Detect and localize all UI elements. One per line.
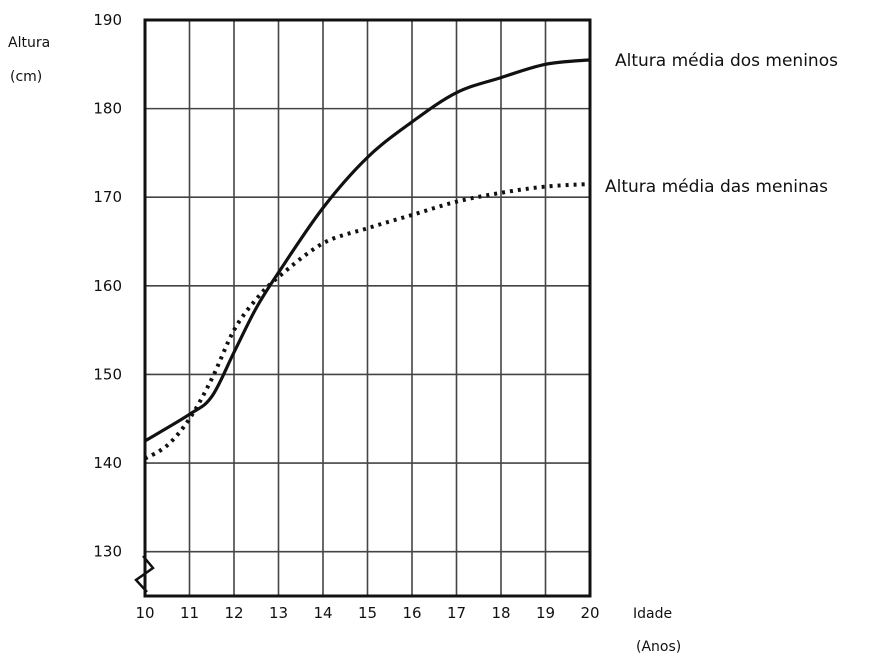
x-tick-label: 11 (180, 604, 199, 622)
x-tick-label: 20 (580, 604, 599, 622)
x-tick-label: 12 (224, 604, 243, 622)
x-tick-label: 18 (491, 604, 510, 622)
y-tick-label: 190 (93, 11, 122, 29)
x-tick-label: 14 (313, 604, 332, 622)
y-tick-label: 180 (93, 100, 122, 118)
y-tick-label: 150 (93, 365, 122, 383)
y-axis-unit: (cm) (10, 69, 42, 85)
x-axis-label: Idade (633, 606, 672, 622)
y-axis-label: Altura (8, 35, 50, 51)
y-axis-break (134, 555, 155, 593)
y-tick-label: 130 (93, 543, 122, 561)
x-tick-label: 17 (447, 604, 466, 622)
x-axis-unit: (Anos) (636, 639, 681, 655)
y-tick-label: 160 (93, 277, 122, 295)
x-tick-label: 19 (536, 604, 555, 622)
tick-labels: 10 11 12 13 14 15 16 17 18 19 20 130 140 150 160 170 180… (93, 11, 599, 622)
x-tick-label: 10 (135, 604, 154, 622)
series-line-meninas (143, 181, 591, 461)
series-lines (143, 58, 591, 461)
plot-frame (143, 18, 592, 598)
grid (145, 20, 590, 596)
x-tick-label: 16 (402, 604, 421, 622)
x-tick-label: 13 (269, 604, 288, 622)
series-label-meninos: Altura média dos meninos (615, 51, 838, 71)
series-label-meninas: Altura média das meninas (605, 177, 828, 197)
series-line-meninos (144, 58, 591, 443)
y-tick-label: 170 (93, 188, 122, 206)
y-tick-label: 140 (93, 454, 122, 472)
x-tick-label: 15 (358, 604, 377, 622)
